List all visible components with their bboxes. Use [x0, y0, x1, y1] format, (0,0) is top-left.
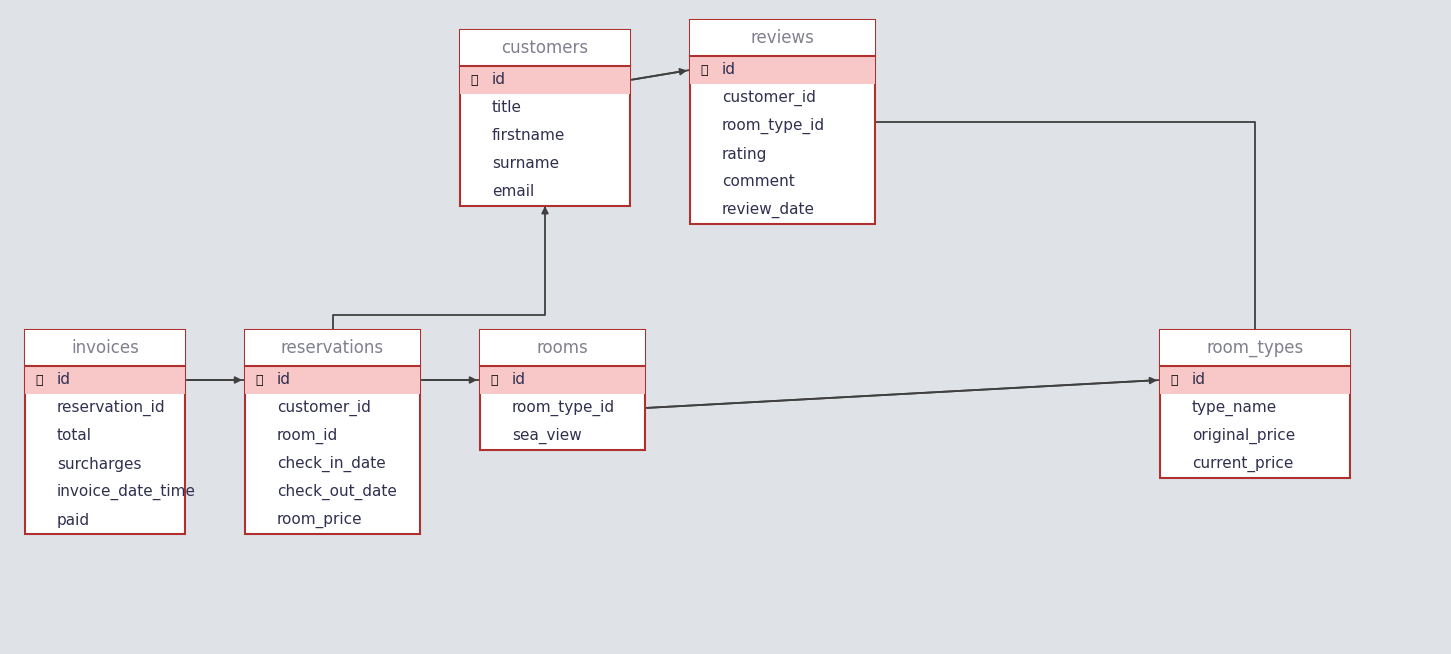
Text: customer_id: customer_id	[277, 400, 371, 416]
Bar	[480, 366, 646, 394]
Bar	[1159, 330, 1349, 366]
Text: firstname: firstname	[492, 128, 566, 143]
Text: room_price: room_price	[277, 512, 363, 528]
Bar	[691, 56, 875, 84]
Bar	[480, 330, 646, 366]
Bar	[245, 330, 419, 366]
Bar	[691, 20, 875, 224]
Text: check_in_date: check_in_date	[277, 456, 386, 472]
Text: id: id	[512, 373, 527, 388]
Text: 🔑: 🔑	[699, 63, 708, 77]
Text: invoice_date_time: invoice_date_time	[57, 484, 196, 500]
Bar	[460, 66, 630, 94]
Text: customer_id: customer_id	[723, 90, 815, 106]
Text: id: id	[277, 373, 292, 388]
Text: reservation_id: reservation_id	[57, 400, 165, 416]
Bar	[25, 330, 184, 534]
Text: room_id: room_id	[277, 428, 338, 444]
Bar	[691, 20, 875, 56]
Text: id: id	[723, 63, 736, 78]
Text: current_price: current_price	[1193, 456, 1293, 472]
Text: room_type_id: room_type_id	[723, 118, 826, 134]
Text: surcharges: surcharges	[57, 456, 142, 472]
Text: type_name: type_name	[1193, 400, 1277, 416]
Text: paid: paid	[57, 513, 90, 528]
Text: rooms: rooms	[537, 339, 588, 357]
Text: review_date: review_date	[723, 202, 815, 218]
Text: title: title	[492, 101, 522, 116]
Text: check_out_date: check_out_date	[277, 484, 398, 500]
Text: original_price: original_price	[1193, 428, 1296, 444]
Text: 🔑: 🔑	[470, 73, 477, 86]
Bar	[25, 330, 184, 366]
Text: email: email	[492, 184, 534, 199]
Bar	[460, 30, 630, 66]
Text: room_types: room_types	[1206, 339, 1303, 357]
Bar	[480, 330, 646, 450]
Bar	[245, 330, 419, 534]
Text: room_type_id: room_type_id	[512, 400, 615, 416]
Bar	[460, 30, 630, 206]
Text: customers: customers	[502, 39, 589, 57]
Text: id: id	[492, 73, 506, 88]
Text: 🔑: 🔑	[255, 373, 263, 387]
Text: comment: comment	[723, 175, 795, 190]
Text: rating: rating	[723, 146, 768, 162]
Text: id: id	[1193, 373, 1206, 388]
Text: total: total	[57, 428, 91, 443]
Bar	[1159, 330, 1349, 478]
Text: 🔑: 🔑	[35, 373, 42, 387]
Bar	[245, 366, 419, 394]
Bar	[25, 366, 184, 394]
Text: 🔑: 🔑	[490, 373, 498, 387]
Text: 🔑: 🔑	[1170, 373, 1178, 387]
Text: reservations: reservations	[281, 339, 385, 357]
Bar	[1159, 366, 1349, 394]
Text: reviews: reviews	[750, 29, 814, 47]
Text: id: id	[57, 373, 71, 388]
Text: surname: surname	[492, 156, 559, 171]
Text: invoices: invoices	[71, 339, 139, 357]
Text: sea_view: sea_view	[512, 428, 582, 444]
